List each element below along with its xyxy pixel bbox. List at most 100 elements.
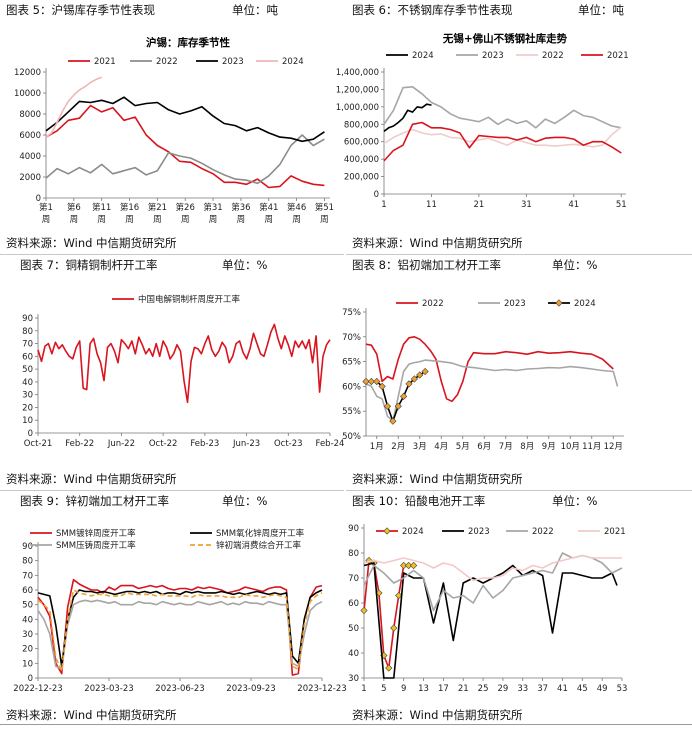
x-tick-label: 第21 bbox=[148, 202, 167, 213]
series-marker bbox=[385, 664, 393, 672]
series-line-0 bbox=[45, 104, 325, 189]
chart5-header: 图表 5：沪锡库存季节性表现 单位：吨 bbox=[0, 0, 344, 20]
x-tick-label: 第6 bbox=[67, 202, 81, 213]
chart7-panel: 0 10 20 30 40 50 60 70 80 90 Oct-21 Feb-22 Jun-22 Oct… bbox=[0, 278, 344, 468]
y-tick-label: 1,400,000 bbox=[336, 68, 379, 78]
legend-label: 2022 bbox=[422, 299, 444, 309]
legend-label: 锌初端消费综合开工率 bbox=[216, 540, 302, 551]
legend-label: SMM氧化锌周度开工率 bbox=[216, 528, 305, 539]
x-tick-label: 2023-03-23 bbox=[84, 684, 133, 694]
x-tick-label: 51 bbox=[616, 200, 627, 210]
legend-label: 2022 bbox=[542, 51, 564, 61]
chart9-svg: 0 10 20 30 40 50 60 70 80 90 2022-12-23 2023-03-23 2… bbox=[13, 528, 346, 694]
series-line-0 bbox=[37, 578, 323, 676]
x-tick-label: 2023-09-23 bbox=[226, 684, 275, 694]
y-tick-label: 60 bbox=[22, 352, 33, 362]
legend-label: 2023 bbox=[482, 51, 504, 61]
y-tick-label: 2000 bbox=[19, 173, 41, 183]
series-marker bbox=[400, 561, 408, 570]
x-tick-label: 45 bbox=[577, 684, 588, 694]
chart8-unit: 单位：% bbox=[552, 258, 598, 272]
series-line-3 bbox=[37, 589, 323, 672]
series-marker bbox=[421, 367, 429, 376]
x-tick-label: 第51 bbox=[315, 202, 334, 213]
x-tick-label: 6月 bbox=[477, 442, 491, 452]
chart8-panel: 50% 55% 60% 65% 70% 75% 1月 2月 3月 4月 5月 6月 7月 8月 9月 10月 1… bbox=[342, 278, 692, 468]
y-tick-label: 10000 bbox=[14, 89, 41, 99]
chart7-svg: 0 10 20 30 40 50 60 70 80 90 Oct-21 Feb-22 Jun-22 Oct… bbox=[22, 294, 344, 449]
chart9-panel: 0 10 20 30 40 50 60 70 80 90 2022-12-23 2023-03-23 2… bbox=[0, 512, 346, 702]
chart6-panel: 无锡+佛山不锈钢社库走势 0 200,000 400,000 600,000 800,00… bbox=[336, 22, 692, 232]
x-tick-label: 53 bbox=[617, 684, 628, 694]
x-tick-label: 第41 bbox=[259, 202, 278, 213]
x-tick-label: 周 bbox=[125, 215, 134, 225]
legend-label: 2022 bbox=[532, 527, 554, 537]
x-tick-label: 5月 bbox=[456, 442, 470, 452]
y-tick-label: 65% bbox=[342, 358, 361, 368]
series-line-2 bbox=[45, 96, 325, 143]
x-tick-label: 第11 bbox=[92, 202, 111, 213]
legend-marker bbox=[383, 527, 391, 535]
x-tick-label: Oct-21 bbox=[24, 439, 53, 449]
y-tick-label: 50 bbox=[22, 601, 33, 611]
x-tick-label: 周 bbox=[264, 215, 273, 225]
series-line-3 bbox=[45, 76, 102, 138]
source-2-right: 资料来源：Wind 中信期货研究所 bbox=[352, 472, 523, 486]
series-line-2 bbox=[37, 589, 323, 668]
y-tick-label: 50% bbox=[342, 432, 361, 442]
chart6-title: 图表 6：不锈钢库存季节性表现 bbox=[352, 3, 513, 17]
legend-label: 2021 bbox=[94, 57, 116, 67]
series-marker bbox=[405, 380, 413, 388]
chart10-header: 图表 10：铅酸电池开工率 单位：% bbox=[346, 490, 692, 511]
series-line-1 bbox=[363, 562, 618, 679]
chart7-header: 图表 7：铜精铜制杆开工率 单位：% bbox=[0, 254, 344, 275]
y-tick-label: 12000 bbox=[14, 68, 41, 78]
legend-label: 2023 bbox=[468, 527, 490, 537]
x-tick-label: 4月 bbox=[434, 442, 448, 452]
x-tick-label: 1月 bbox=[370, 442, 384, 452]
chart9-unit: 单位：% bbox=[222, 494, 268, 508]
x-tick-label: Jun-23 bbox=[232, 439, 260, 449]
x-tick-label: 3月 bbox=[413, 442, 427, 452]
source-3-right: 资料来源：Wind 中信期货研究所 bbox=[352, 708, 523, 722]
x-tick-label: 2月 bbox=[391, 442, 405, 452]
chart5-svg: 沪锡：库存季节性 0 2000 4000 6000 8000 10000 12000 第1 周 第6… bbox=[14, 36, 334, 225]
series-marker bbox=[373, 377, 381, 386]
series-line-1 bbox=[37, 599, 323, 670]
y-tick-label: 60 bbox=[348, 599, 359, 609]
y-tick-label: 10 bbox=[22, 416, 33, 426]
x-tick-label: 37 bbox=[537, 684, 548, 694]
chart9-title: 图表 9：锌初端加工材开工率 bbox=[20, 494, 169, 508]
series-line-1 bbox=[45, 134, 325, 185]
series-marker bbox=[378, 382, 386, 391]
legend-label: SMM压铸周度开工率 bbox=[56, 540, 136, 551]
x-tick-label: 2023-12-23 bbox=[297, 684, 346, 694]
chart6-unit: 单位：吨 bbox=[578, 3, 624, 17]
x-tick-label: Oct-22 bbox=[149, 439, 178, 449]
legend-label: 2024 bbox=[402, 527, 424, 537]
x-tick-label: 29 bbox=[498, 684, 509, 694]
x-tick-label: 第16 bbox=[120, 202, 139, 213]
x-tick-label: 周 bbox=[97, 215, 106, 225]
y-tick-label: 40 bbox=[348, 649, 359, 659]
chart10-unit: 单位：% bbox=[552, 494, 598, 508]
y-tick-label: 55% bbox=[342, 407, 361, 417]
x-tick-label: 49 bbox=[597, 684, 608, 694]
series-line-1 bbox=[365, 359, 619, 422]
y-tick-label: 0 bbox=[36, 194, 41, 204]
chart6-header: 图表 6：不锈钢库存季节性表现 单位：吨 bbox=[346, 0, 692, 20]
x-tick-label: 25 bbox=[478, 684, 489, 694]
chart7-unit: 单位：% bbox=[222, 258, 268, 272]
legend-label: 2023 bbox=[504, 299, 526, 309]
y-tick-label: 0 bbox=[28, 429, 33, 439]
y-tick-label: 200,000 bbox=[344, 173, 379, 183]
chart-title: 沪锡：库存季节性 bbox=[146, 36, 230, 49]
y-tick-label: 20 bbox=[22, 403, 33, 413]
series-marker bbox=[367, 377, 375, 386]
x-tick-label: 33 bbox=[517, 684, 528, 694]
series-marker bbox=[416, 371, 424, 379]
series-line-3 bbox=[363, 554, 622, 582]
series-marker bbox=[400, 392, 408, 400]
y-tick-label: 10 bbox=[22, 659, 33, 669]
chart10-title: 图表 10：铅酸电池开工率 bbox=[352, 494, 486, 508]
